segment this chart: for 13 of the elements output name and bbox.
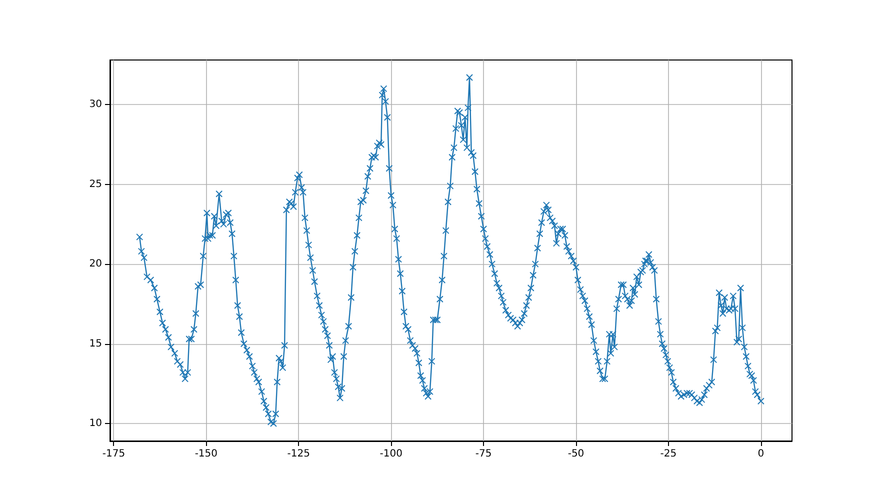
x-tick-label: -175 bbox=[102, 448, 126, 460]
x-tick-label: -100 bbox=[380, 448, 402, 460]
x-tick-label: -75 bbox=[475, 448, 492, 460]
y-tick-label: 20 bbox=[89, 258, 102, 270]
y-tick-label: 10 bbox=[89, 418, 102, 429]
y-tick-label: 15 bbox=[89, 338, 102, 350]
x-tick-label: -25 bbox=[660, 448, 677, 460]
x-tick-label: -125 bbox=[287, 448, 310, 460]
y-tick-label: 25 bbox=[89, 178, 102, 190]
x-tick-label: -150 bbox=[194, 448, 218, 460]
y-tick-label: 30 bbox=[89, 99, 102, 110]
x-tick-label: 0 bbox=[758, 448, 764, 460]
x-tick-label: -50 bbox=[568, 448, 584, 460]
